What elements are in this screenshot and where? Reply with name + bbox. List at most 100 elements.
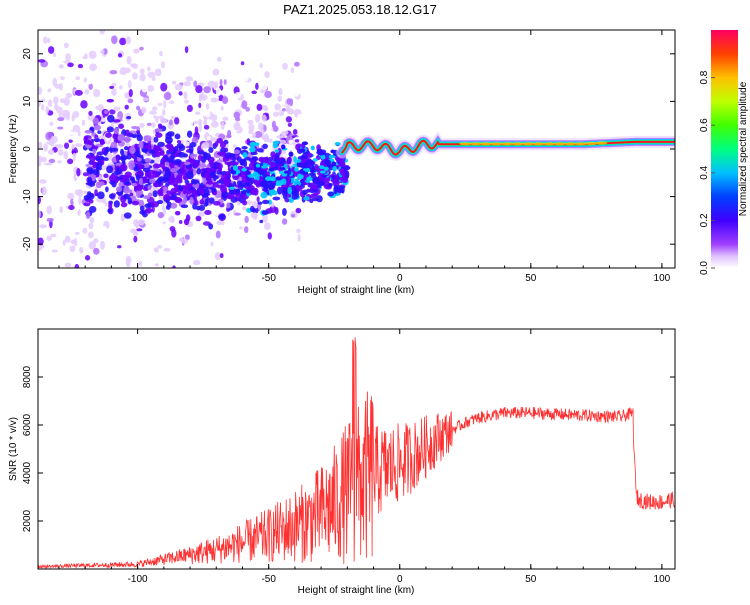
spectrogram-hotspot — [235, 188, 241, 194]
spectrogram-speckle — [69, 245, 76, 253]
spectrogram-blob — [198, 187, 205, 195]
spectrogram-speckle — [282, 62, 288, 70]
spectrogram-speckle — [133, 219, 139, 226]
spectrogram-speckle — [59, 98, 66, 104]
colorbar-tick-label: 0.4 — [699, 165, 710, 179]
spectrogram-speckle — [87, 231, 94, 239]
spectrogram-y-tick-label: 20 — [22, 48, 33, 60]
spectrogram-speckle — [58, 82, 63, 91]
spectrogram-y-tick-label: 10 — [22, 95, 33, 107]
spectrogram-speckle — [245, 200, 253, 205]
spectrogram-blob — [204, 198, 209, 207]
spectrogram-speckle — [38, 99, 42, 107]
spectrogram-blob — [92, 163, 97, 169]
spectrogram-speckle — [142, 153, 147, 157]
spectrogram-blob — [89, 155, 96, 162]
spectrogram-speckle — [70, 4, 73, 9]
spectrogram-speckle — [73, 172, 78, 182]
spectrogram-blob — [154, 128, 163, 133]
spectrogram-blob — [222, 155, 228, 163]
colorbar-label: Normalized spectral amplitude — [738, 81, 749, 216]
spectrogram-blob — [123, 181, 131, 185]
spectrogram-blob — [262, 143, 268, 149]
spectrogram-speckle — [58, 112, 63, 118]
spectrogram-speckle — [272, 111, 280, 117]
spectrogram-blob — [104, 109, 108, 115]
spectrogram-blob — [277, 148, 282, 155]
spectrogram-speckle — [216, 220, 222, 226]
spectrogram-speckle — [93, 247, 100, 255]
spectrogram-blob — [170, 167, 178, 173]
spectrogram-speckle — [185, 76, 193, 82]
spectrogram-blob — [139, 210, 147, 215]
spectrogram-speckle — [254, 113, 261, 123]
spectrogram-blob — [163, 193, 171, 201]
spectrogram-speckle — [281, 149, 287, 155]
spectrogram-blob — [331, 175, 336, 179]
spectrogram-speckle — [75, 76, 80, 80]
spectrogram-speckle — [206, 135, 211, 141]
spectrogram-speckle — [222, 96, 229, 104]
spectrogram-speckle — [104, 30, 106, 31]
spectrogram-speckle — [147, 71, 156, 79]
spectrogram-speckle — [119, 37, 127, 46]
spectrogram-speckle — [219, 252, 224, 259]
spectrogram-speckle — [109, 109, 116, 115]
spectrogram-speckle — [57, 126, 64, 130]
spectrogram-blob — [305, 159, 314, 166]
spectrogram-blob — [157, 123, 163, 129]
spectrogram-hotspot — [274, 149, 280, 153]
spectrogram-blob — [84, 129, 93, 134]
spectrogram-speckle — [287, 108, 295, 115]
spectrogram-blob — [169, 162, 175, 169]
spectrogram-speckle — [294, 121, 298, 128]
spectrogram-speckle — [183, 141, 190, 147]
spectrogram-speckle — [51, 249, 58, 253]
spectrogram-speckle — [45, 105, 49, 115]
spectrogram-speckle — [146, 122, 152, 127]
spectrogram-blob — [207, 179, 213, 185]
spectrogram-blob — [332, 179, 340, 187]
spectrogram-speckle — [290, 67, 295, 74]
spectrogram-speckle — [280, 118, 284, 127]
spectrogram-speckle — [86, 276, 93, 281]
spectrogram-blob — [209, 160, 214, 168]
spectrogram-speckle — [243, 75, 249, 82]
spectrogram-blob — [241, 145, 248, 150]
spectrogram-blob — [139, 205, 145, 212]
spectrogram-blob — [227, 129, 232, 138]
spectrogram-speckle — [193, 55, 199, 64]
spectrogram-speckle — [128, 88, 133, 98]
spectrogram-blob — [103, 157, 109, 162]
spectrogram-y-tick-label: -20 — [22, 237, 33, 252]
spectrogram-hotspot — [319, 165, 325, 170]
spectrogram-speckle — [203, 116, 208, 122]
ridge-highlight — [522, 142, 535, 146]
spectrogram-speckle — [297, 113, 303, 119]
spectrogram-blob — [339, 167, 345, 176]
spectrogram-speckle — [178, 219, 183, 225]
spectrogram-blob — [248, 162, 255, 171]
spectrogram-speckle — [274, 103, 281, 111]
spectrogram-speckle — [232, 144, 237, 149]
spectrogram-blob — [208, 197, 215, 204]
spectrogram-hotspot — [301, 141, 309, 146]
spectrogram-blob — [257, 148, 264, 153]
spectrogram-blob — [127, 197, 133, 205]
spectrogram-hotspot — [319, 170, 326, 174]
spectrogram-speckle — [151, 206, 155, 213]
spectral-ridge — [336, 131, 675, 161]
spectrogram-blob — [126, 116, 132, 120]
spectrogram-hotspot — [257, 169, 265, 175]
spectrogram-speckle — [130, 63, 136, 68]
spectrogram-speckle — [199, 94, 208, 101]
spectrogram-speckle — [61, 200, 69, 204]
spectrogram-speckle — [78, 162, 82, 168]
spectrogram-speckle — [67, 62, 74, 68]
spectrogram-blob — [87, 191, 92, 196]
spectrogram-blob — [107, 114, 115, 123]
spectrogram-hotspot — [310, 145, 315, 151]
spectrogram-speckle — [294, 139, 300, 143]
spectrogram-blob — [139, 141, 144, 149]
